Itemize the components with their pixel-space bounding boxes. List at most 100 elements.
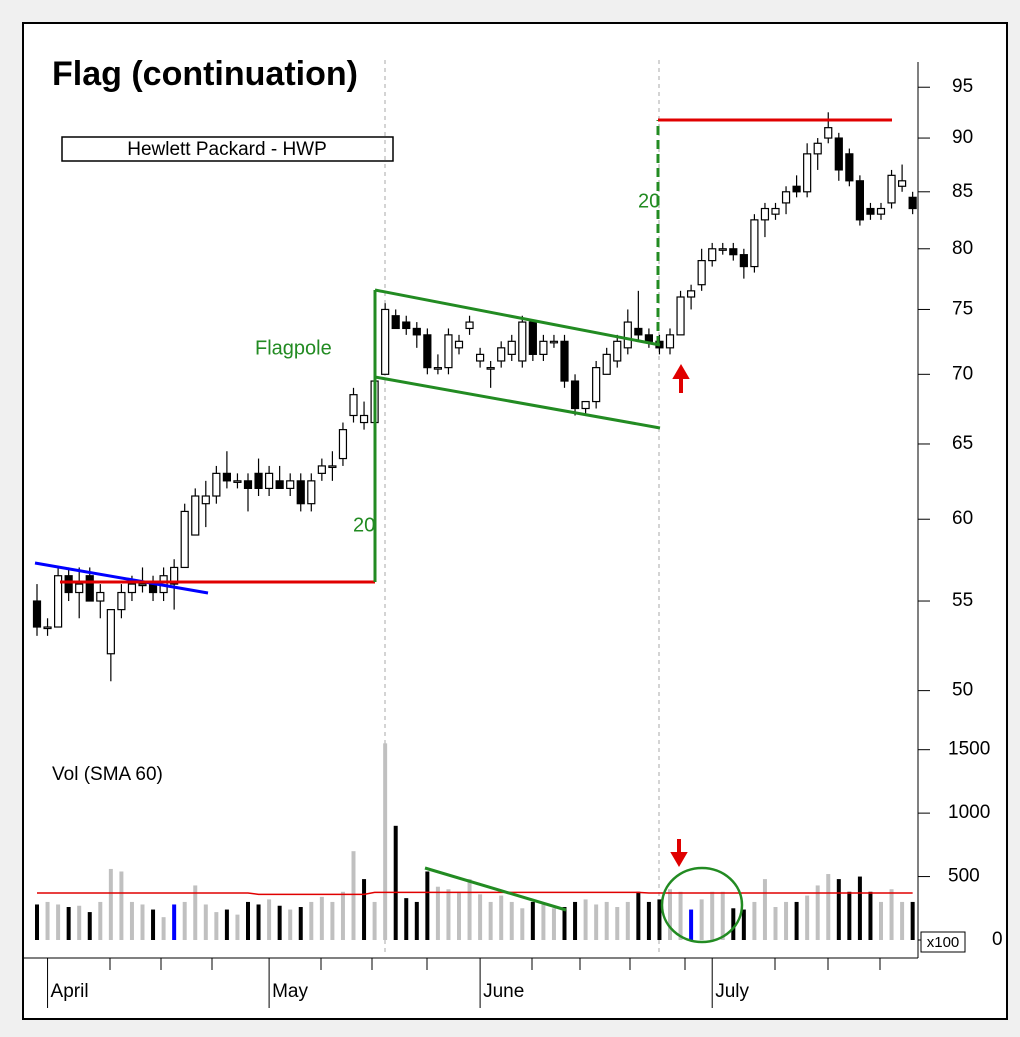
unit-box xyxy=(920,931,966,953)
candle-body xyxy=(792,185,801,193)
volume-bar xyxy=(615,907,620,940)
candle-body xyxy=(486,367,495,370)
candle-body xyxy=(602,353,611,375)
volume-bar xyxy=(741,909,746,940)
volume-bar xyxy=(762,879,767,940)
volume-bar xyxy=(330,901,335,940)
volume-bar xyxy=(530,901,535,940)
volume-bar xyxy=(87,912,92,940)
volume-arrow xyxy=(670,839,688,867)
volume-bar xyxy=(678,891,683,940)
candle-body xyxy=(338,429,348,460)
candle-body xyxy=(454,340,464,349)
x-tick-label: May xyxy=(272,981,308,1002)
candle-body xyxy=(845,153,854,182)
candle-body xyxy=(433,367,442,370)
candle-body xyxy=(191,495,200,536)
candle-body xyxy=(803,153,812,193)
y-tick-label: 95 xyxy=(952,76,973,97)
candle-body xyxy=(170,566,179,585)
volume-bar xyxy=(203,904,208,940)
candle-body xyxy=(127,583,137,594)
x-tick-label: June xyxy=(483,981,524,1002)
candle-body xyxy=(855,180,865,221)
volume-bar xyxy=(362,879,367,940)
y-tick-label: 75 xyxy=(952,298,973,319)
volume-bar xyxy=(140,904,145,940)
volume-bar xyxy=(710,891,715,940)
volume-sma xyxy=(37,891,913,896)
volume-bar xyxy=(298,907,303,940)
volume-bar xyxy=(646,901,651,940)
candle-body xyxy=(296,480,305,505)
candle-body xyxy=(233,480,242,483)
v-tick-label: 1500 xyxy=(948,739,990,760)
volume-bar xyxy=(815,885,820,940)
volume-bar xyxy=(56,904,61,940)
volume-bar xyxy=(847,891,852,940)
candle-body xyxy=(781,191,791,204)
candle-body xyxy=(676,296,685,336)
candle-body xyxy=(834,137,843,171)
candle-body xyxy=(53,575,63,628)
volume-bar xyxy=(340,891,345,940)
volume-bar xyxy=(151,909,156,940)
volume-bar xyxy=(119,871,124,940)
x-tick-label: July xyxy=(715,981,749,1002)
candle-body xyxy=(887,174,896,204)
breakout-arrow xyxy=(672,364,690,393)
volume-bar xyxy=(857,876,862,940)
candle-body xyxy=(665,334,675,349)
candle-body xyxy=(75,583,84,594)
flag-upper xyxy=(374,288,661,347)
volume-bar xyxy=(752,901,757,940)
candle-body xyxy=(771,207,780,215)
candle-body xyxy=(349,394,358,417)
chart-title: Flag (continuation) xyxy=(52,55,358,93)
candle-body xyxy=(265,472,274,490)
volume-bar xyxy=(868,891,873,940)
volume-bar xyxy=(583,899,588,940)
candle-body xyxy=(64,575,73,594)
volume-bar xyxy=(720,891,725,940)
candle-body xyxy=(729,248,738,256)
candle-body xyxy=(32,600,42,628)
volume-bar xyxy=(573,901,578,940)
volume-label: Vol (SMA 60) xyxy=(52,764,163,785)
volume-unit: x100 xyxy=(927,934,960,951)
volume-bar xyxy=(784,901,789,940)
y-tick-label: 50 xyxy=(952,680,973,701)
volume-bar xyxy=(351,851,356,940)
volume-bar xyxy=(699,899,704,940)
candle-body xyxy=(222,472,231,482)
volume-bar xyxy=(425,871,430,940)
v-tick-label: 1000 xyxy=(948,802,990,823)
volume-bar xyxy=(435,886,440,940)
candle-body xyxy=(497,347,506,362)
volume-bar xyxy=(773,907,778,940)
volume-bar xyxy=(98,901,103,940)
volume-bar xyxy=(129,901,134,940)
volume-bar xyxy=(836,879,841,940)
candle-body xyxy=(581,400,590,410)
volume-bar xyxy=(551,908,556,940)
candle-body xyxy=(739,254,748,268)
volume-bar xyxy=(879,901,883,940)
week-ticks xyxy=(109,958,881,970)
volume-bar xyxy=(235,914,240,940)
candle-body xyxy=(549,340,559,344)
candle-body xyxy=(750,219,759,268)
volume-bar xyxy=(657,899,662,940)
y-tick-label: 70 xyxy=(952,363,973,384)
candle-body xyxy=(866,207,875,215)
candle-body xyxy=(180,510,189,569)
v-tick-label: 0 xyxy=(992,929,1003,950)
candle-body xyxy=(286,480,295,490)
volume-bar xyxy=(372,901,377,940)
volume-bar xyxy=(267,899,272,940)
candle-body xyxy=(708,248,717,262)
volume-bar xyxy=(45,901,50,940)
volume-bar xyxy=(66,907,71,940)
volume-bar xyxy=(246,901,250,940)
candle-body xyxy=(444,334,453,369)
